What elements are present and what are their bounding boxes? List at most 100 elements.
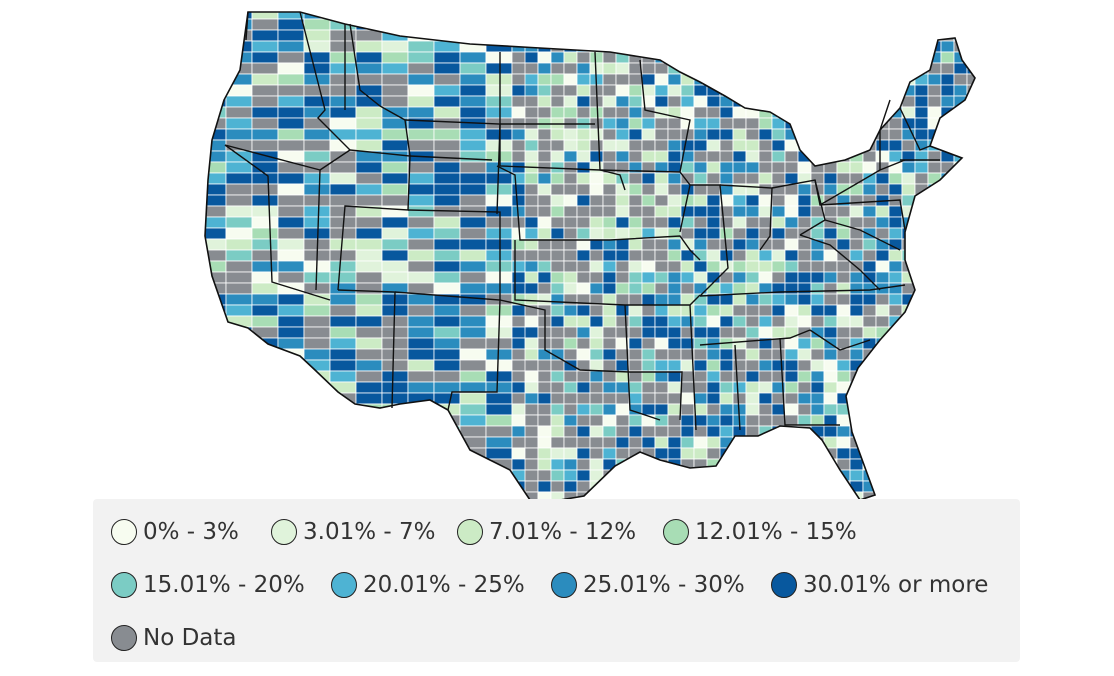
- county-cell: [927, 315, 942, 328]
- county-cell: [433, 326, 461, 339]
- county-cell: [836, 359, 851, 372]
- county-cell: [524, 194, 539, 207]
- county-cell: [355, 73, 383, 86]
- county-cell: [953, 293, 968, 306]
- county-cell: [615, 238, 630, 251]
- county-cell: [862, 216, 877, 229]
- county-cell: [901, 348, 916, 361]
- county-cell: [966, 40, 975, 53]
- county-cell: [589, 480, 604, 493]
- county-cell: [706, 348, 721, 361]
- county-cell: [797, 381, 812, 394]
- county-cell: [628, 106, 643, 119]
- county-cell: [277, 40, 305, 53]
- county-cell: [758, 436, 773, 449]
- county-cell: [927, 326, 942, 339]
- county-cell: [745, 73, 760, 86]
- county-cell: [901, 62, 916, 75]
- county-cell: [927, 447, 942, 460]
- county-cell: [225, 425, 253, 438]
- county-cell: [576, 282, 591, 295]
- county-cell: [407, 249, 435, 262]
- county-cell: [888, 84, 903, 97]
- county-cell: [823, 62, 838, 75]
- county-cell: [836, 227, 851, 240]
- county-cell: [628, 271, 643, 284]
- county-cell: [745, 480, 760, 493]
- county-cell: [797, 337, 812, 350]
- county-cell: [537, 18, 552, 31]
- legend-label: 15.01% - 20%: [143, 572, 305, 598]
- county-cell: [797, 282, 812, 295]
- county-cell: [719, 304, 734, 317]
- county-cell: [732, 205, 747, 218]
- county-cell: [329, 271, 357, 284]
- county-cell: [927, 227, 942, 240]
- county-cell: [758, 271, 773, 284]
- county-cell: [589, 106, 604, 119]
- county-cell: [225, 282, 253, 295]
- county-cell: [914, 271, 929, 284]
- county-cell: [537, 95, 552, 108]
- county-cell: [576, 12, 591, 20]
- county-cell: [758, 205, 773, 218]
- county-cell: [407, 436, 435, 449]
- county-cell: [602, 18, 617, 31]
- county-cell: [628, 40, 643, 53]
- county-cell: [459, 293, 487, 306]
- county-cell: [550, 95, 565, 108]
- county-cell: [654, 216, 669, 229]
- county-cell: [225, 117, 253, 130]
- county-cell: [485, 359, 513, 372]
- county-cell: [901, 447, 916, 460]
- county-cell: [329, 315, 357, 328]
- county-cell: [205, 414, 227, 427]
- county-cell: [719, 128, 734, 141]
- county-cell: [205, 205, 227, 218]
- county-cell: [459, 227, 487, 240]
- county-cell: [927, 172, 942, 185]
- county-cell: [407, 216, 435, 229]
- legend: 0% - 3% 3.01% - 7% 7.01% - 12% 12.01% - 15%…: [93, 499, 1020, 662]
- county-cell: [251, 51, 279, 64]
- county-cell: [602, 95, 617, 108]
- county-cell: [823, 128, 838, 141]
- county-cell: [732, 106, 747, 119]
- county-cell: [706, 216, 721, 229]
- county-cell: [407, 282, 435, 295]
- legend-swatch: [111, 625, 137, 651]
- county-cell: [381, 12, 409, 20]
- county-cell: [875, 436, 890, 449]
- county-cell: [862, 12, 877, 20]
- county-cell: [953, 128, 968, 141]
- county-cell: [602, 172, 617, 185]
- county-cell: [589, 194, 604, 207]
- county-cell: [823, 381, 838, 394]
- county-cell: [784, 73, 799, 86]
- county-cell: [706, 194, 721, 207]
- county-cell: [927, 414, 942, 427]
- county-cell: [381, 128, 409, 141]
- county-cell: [823, 480, 838, 493]
- county-cell: [303, 29, 331, 42]
- county-cell: [537, 370, 552, 383]
- legend-label: 30.01% or more: [803, 572, 989, 598]
- county-cell: [914, 227, 929, 240]
- county-cell: [205, 480, 227, 493]
- county-cell: [745, 227, 760, 240]
- county-cell: [745, 436, 760, 449]
- county-cell: [797, 271, 812, 284]
- county-cell: [914, 172, 929, 185]
- county-cell: [966, 29, 975, 42]
- county-cell: [602, 205, 617, 218]
- county-cell: [433, 315, 461, 328]
- county-cell: [927, 205, 942, 218]
- county-cell: [927, 293, 942, 306]
- county-cell: [797, 403, 812, 416]
- county-cell: [433, 62, 461, 75]
- county-cell: [810, 282, 825, 295]
- county-cell: [784, 469, 799, 482]
- county-cell: [953, 425, 968, 438]
- county-cell: [862, 392, 877, 405]
- county-cell: [888, 95, 903, 108]
